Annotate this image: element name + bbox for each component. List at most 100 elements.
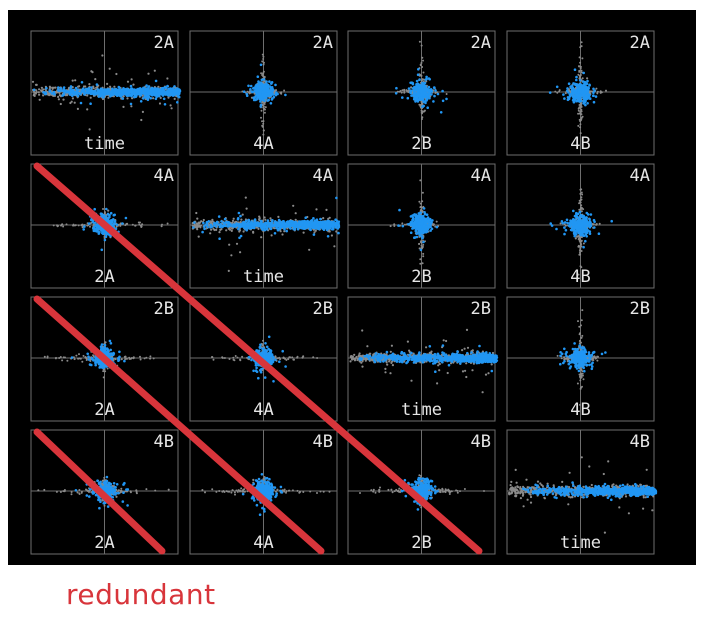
- data-point: [587, 86, 590, 90]
- data-point: [129, 102, 133, 106]
- data-point: [421, 220, 424, 223]
- data-point: [79, 92, 83, 95]
- data-point: [259, 219, 263, 223]
- data-point: [193, 221, 196, 224]
- data-point: [225, 229, 228, 232]
- data-point: [270, 82, 273, 85]
- data-point: [577, 124, 580, 127]
- data-point: [313, 221, 317, 224]
- data-point: [130, 94, 133, 98]
- data-point: [130, 105, 133, 108]
- data-point: [273, 232, 277, 235]
- data-point: [51, 86, 54, 89]
- data-point: [580, 116, 583, 119]
- data-point: [302, 231, 305, 234]
- data-point: [111, 219, 114, 223]
- data-point: [556, 91, 559, 94]
- data-point: [571, 84, 574, 88]
- data-point: [279, 230, 282, 233]
- data-point: [427, 219, 430, 223]
- data-point: [577, 112, 580, 115]
- data-point: [232, 217, 235, 220]
- data-point: [429, 229, 432, 232]
- data-point: [294, 212, 297, 215]
- data-point: [419, 241, 422, 243]
- data-point: [421, 66, 424, 68]
- data-point: [256, 75, 260, 78]
- data-point: [564, 92, 567, 95]
- data-point: [420, 109, 423, 112]
- data-point: [84, 85, 87, 88]
- data-point: [563, 97, 566, 100]
- data-point: [579, 86, 582, 90]
- data-point: [62, 225, 65, 228]
- data-point: [259, 81, 263, 84]
- data-point: [296, 227, 300, 231]
- data-point: [292, 204, 295, 207]
- data-point: [445, 93, 448, 95]
- data-point: [581, 91, 584, 94]
- data-point: [417, 212, 421, 215]
- data-point: [90, 86, 93, 89]
- data-point: [435, 220, 438, 223]
- data-point: [242, 223, 246, 226]
- data-point: [133, 93, 136, 96]
- data-point: [125, 90, 128, 94]
- data-point: [106, 217, 110, 221]
- data-point: [108, 67, 111, 70]
- data-point: [82, 89, 85, 92]
- data-point: [285, 229, 289, 233]
- data-point: [194, 224, 197, 227]
- data-point: [52, 224, 55, 227]
- data-point: [277, 228, 280, 232]
- data-point: [195, 211, 198, 215]
- data-point: [107, 96, 110, 99]
- data-point: [139, 224, 142, 227]
- data-point: [218, 231, 221, 234]
- data-point: [422, 83, 426, 86]
- data-point: [238, 230, 241, 233]
- data-point: [580, 69, 583, 72]
- data-point: [166, 77, 169, 80]
- data-point: [600, 91, 603, 94]
- data-point: [215, 222, 219, 225]
- data-point: [54, 86, 57, 89]
- data-point: [237, 211, 241, 215]
- data-point: [62, 86, 66, 89]
- data-point: [573, 68, 577, 71]
- data-point: [134, 224, 137, 227]
- data-point: [101, 54, 104, 57]
- data-point: [230, 229, 233, 232]
- data-point: [594, 95, 598, 98]
- data-point: [164, 86, 167, 89]
- data-point: [395, 86, 398, 90]
- data-point: [264, 108, 266, 111]
- data-point: [581, 93, 585, 97]
- data-point: [80, 81, 84, 84]
- data-point: [93, 226, 96, 230]
- data-point: [548, 91, 552, 94]
- data-point: [333, 245, 336, 248]
- data-point: [319, 217, 322, 221]
- data-point: [421, 56, 424, 59]
- data-point: [421, 210, 424, 213]
- data-point: [309, 228, 313, 232]
- data-point: [413, 91, 417, 94]
- data-point: [249, 84, 253, 88]
- data-point: [140, 118, 143, 122]
- data-point: [271, 224, 275, 228]
- data-point: [432, 223, 435, 226]
- data-point: [410, 94, 413, 97]
- data-point: [422, 224, 426, 228]
- data-point: [268, 80, 271, 83]
- data-point: [592, 100, 596, 104]
- data-point: [409, 231, 413, 234]
- data-point: [105, 90, 108, 94]
- data-point: [422, 240, 425, 244]
- data-point: [99, 89, 102, 93]
- data-point: [57, 98, 61, 101]
- data-point: [421, 200, 424, 203]
- data-point: [416, 89, 420, 93]
- data-point: [152, 97, 155, 100]
